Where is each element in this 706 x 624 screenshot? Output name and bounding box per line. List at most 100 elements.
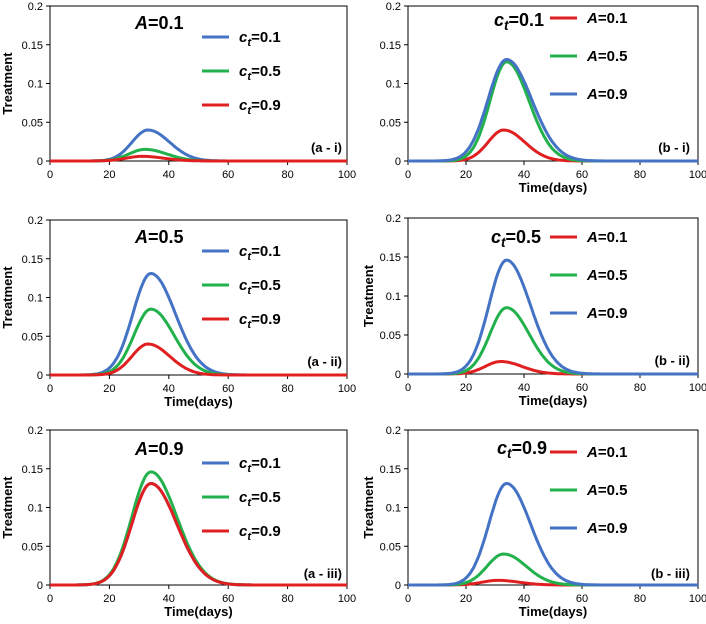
x-tick-label: 0 (405, 593, 411, 605)
y-tick-label: 0.05 (380, 330, 401, 342)
x-tick-label: 100 (689, 593, 706, 605)
series-line-green (50, 147, 347, 163)
panel-title: ct=0.5 (491, 227, 541, 250)
x-tick-label: 60 (222, 383, 234, 395)
y-tick-label: 0.15 (22, 254, 43, 266)
legend-entry: ct=0.1 (239, 455, 281, 475)
x-tick-label: 60 (576, 593, 588, 605)
chart-panel-4: 0 0.05 0.1 0.15 0.2 0 20 40 60 80 100 Treatment Time… (361, 213, 706, 408)
panel-label: (b - ii) (655, 353, 690, 368)
x-tick-label: 60 (576, 382, 588, 394)
x-tick-label: 20 (460, 382, 472, 394)
x-tick-label: 80 (281, 169, 293, 181)
x-axis-label: Time(days) (519, 393, 587, 408)
y-tick-label: 0.1 (28, 293, 43, 305)
y-tick-label: 0.1 (386, 291, 401, 303)
x-tick-label: 0 (47, 169, 53, 181)
x-axis-label: Time(days) (519, 180, 587, 195)
y-tick-label: 0.15 (22, 40, 43, 52)
x-tick-label: 80 (281, 593, 293, 605)
series-line-blue (407, 58, 698, 163)
y-tick-label: 0.15 (22, 464, 43, 476)
x-tick-label: 100 (338, 383, 356, 395)
x-tick-label: 20 (460, 169, 472, 181)
x-tick-label: 60 (222, 593, 234, 605)
y-tick-label: 0.2 (386, 425, 401, 437)
x-tick-label: 100 (689, 169, 706, 181)
series-line-green (407, 60, 698, 163)
series-line-blue (50, 272, 347, 377)
y-tick-label: 0.05 (22, 117, 43, 129)
y-tick-label: 0 (395, 580, 401, 592)
x-axis-label: Time(days) (519, 604, 587, 619)
panel-title: A=0.1 (134, 13, 184, 33)
y-tick-label: 0.2 (28, 1, 43, 13)
y-tick-label: 0.15 (380, 464, 401, 476)
x-tick-label: 0 (405, 169, 411, 181)
x-tick-label: 40 (163, 593, 175, 605)
legend-entry: A=0.9 (586, 520, 627, 537)
y-axis-label: Treatment (361, 476, 376, 539)
legend-entry: A=0.1 (586, 229, 627, 246)
y-tick-label: 0 (37, 156, 43, 168)
panel-label: (a - iii) (304, 566, 342, 581)
x-tick-label: 40 (518, 169, 530, 181)
chart-panel-6: 0 0.05 0.1 0.15 0.2 0 20 40 60 80 100 Treatment Time… (361, 425, 706, 619)
series-line-red (50, 154, 347, 163)
panel-label: (b - iii) (651, 566, 690, 581)
legend-entry: ct=0.9 (239, 311, 281, 331)
y-axis-label: Treatment (0, 52, 15, 115)
legend-entry: ct=0.1 (239, 243, 281, 263)
x-tick-label: 80 (634, 169, 646, 181)
plot-frame (49, 5, 348, 162)
series-line-blue (407, 482, 698, 587)
legend-entry: A=0.5 (586, 482, 627, 499)
y-tick-label: 0 (37, 370, 43, 382)
x-axis-label: Time(days) (164, 394, 232, 409)
chart-panel-1: 0 0.05 0.1 0.15 0.2 0 20 40 60 80 100 Treatment A=0.… (0, 1, 356, 181)
y-axis-label: Treatment (361, 264, 376, 327)
x-tick-label: 0 (47, 383, 53, 395)
legend-entry: A=0.1 (586, 444, 627, 461)
y-tick-label: 0.1 (386, 503, 401, 515)
x-tick-label: 100 (338, 593, 356, 605)
chart-panel-2: 0 0.05 0.1 0.15 0.2 0 20 40 60 80 100 Time(days) ct=… (380, 1, 706, 195)
legend-entry: ct=0.5 (239, 63, 281, 83)
x-tick-label: 100 (689, 382, 706, 394)
series-line-red (407, 128, 698, 163)
x-tick-label: 40 (163, 169, 175, 181)
y-tick-label: 0.1 (386, 79, 401, 91)
y-tick-label: 0.2 (386, 213, 401, 225)
x-tick-label: 20 (103, 169, 115, 181)
x-tick-label: 80 (281, 383, 293, 395)
legend-entry: ct=0.9 (239, 523, 281, 543)
x-tick-label: 40 (163, 383, 175, 395)
x-tick-label: 20 (103, 593, 115, 605)
x-tick-label: 60 (576, 169, 588, 181)
y-tick-label: 0.2 (28, 215, 43, 227)
series-line-red (50, 342, 347, 377)
legend-entry: ct=0.1 (239, 29, 281, 49)
y-tick-label: 0.2 (28, 425, 43, 437)
y-tick-label: 0.15 (380, 40, 401, 52)
x-tick-label: 0 (47, 593, 53, 605)
y-tick-label: 0.15 (380, 252, 401, 264)
y-tick-label: 0.05 (22, 331, 43, 343)
x-tick-label: 20 (460, 593, 472, 605)
panel-title: ct=0.1 (494, 10, 544, 33)
x-tick-label: 80 (634, 382, 646, 394)
plot-frame (407, 217, 699, 375)
legend-entry: A=0.9 (586, 86, 627, 103)
panel-title: A=0.5 (134, 227, 184, 247)
legend-entry: A=0.5 (586, 48, 627, 65)
y-tick-label: 0 (37, 580, 43, 592)
legend-entry: ct=0.9 (239, 97, 281, 117)
series-line-green (50, 307, 347, 377)
y-tick-label: 0 (395, 369, 401, 381)
y-axis-label: Treatment (0, 476, 15, 539)
legend-entry: A=0.9 (586, 305, 627, 322)
y-tick-label: 0.2 (386, 1, 401, 13)
x-tick-label: 20 (103, 383, 115, 395)
y-tick-label: 0.05 (22, 541, 43, 553)
